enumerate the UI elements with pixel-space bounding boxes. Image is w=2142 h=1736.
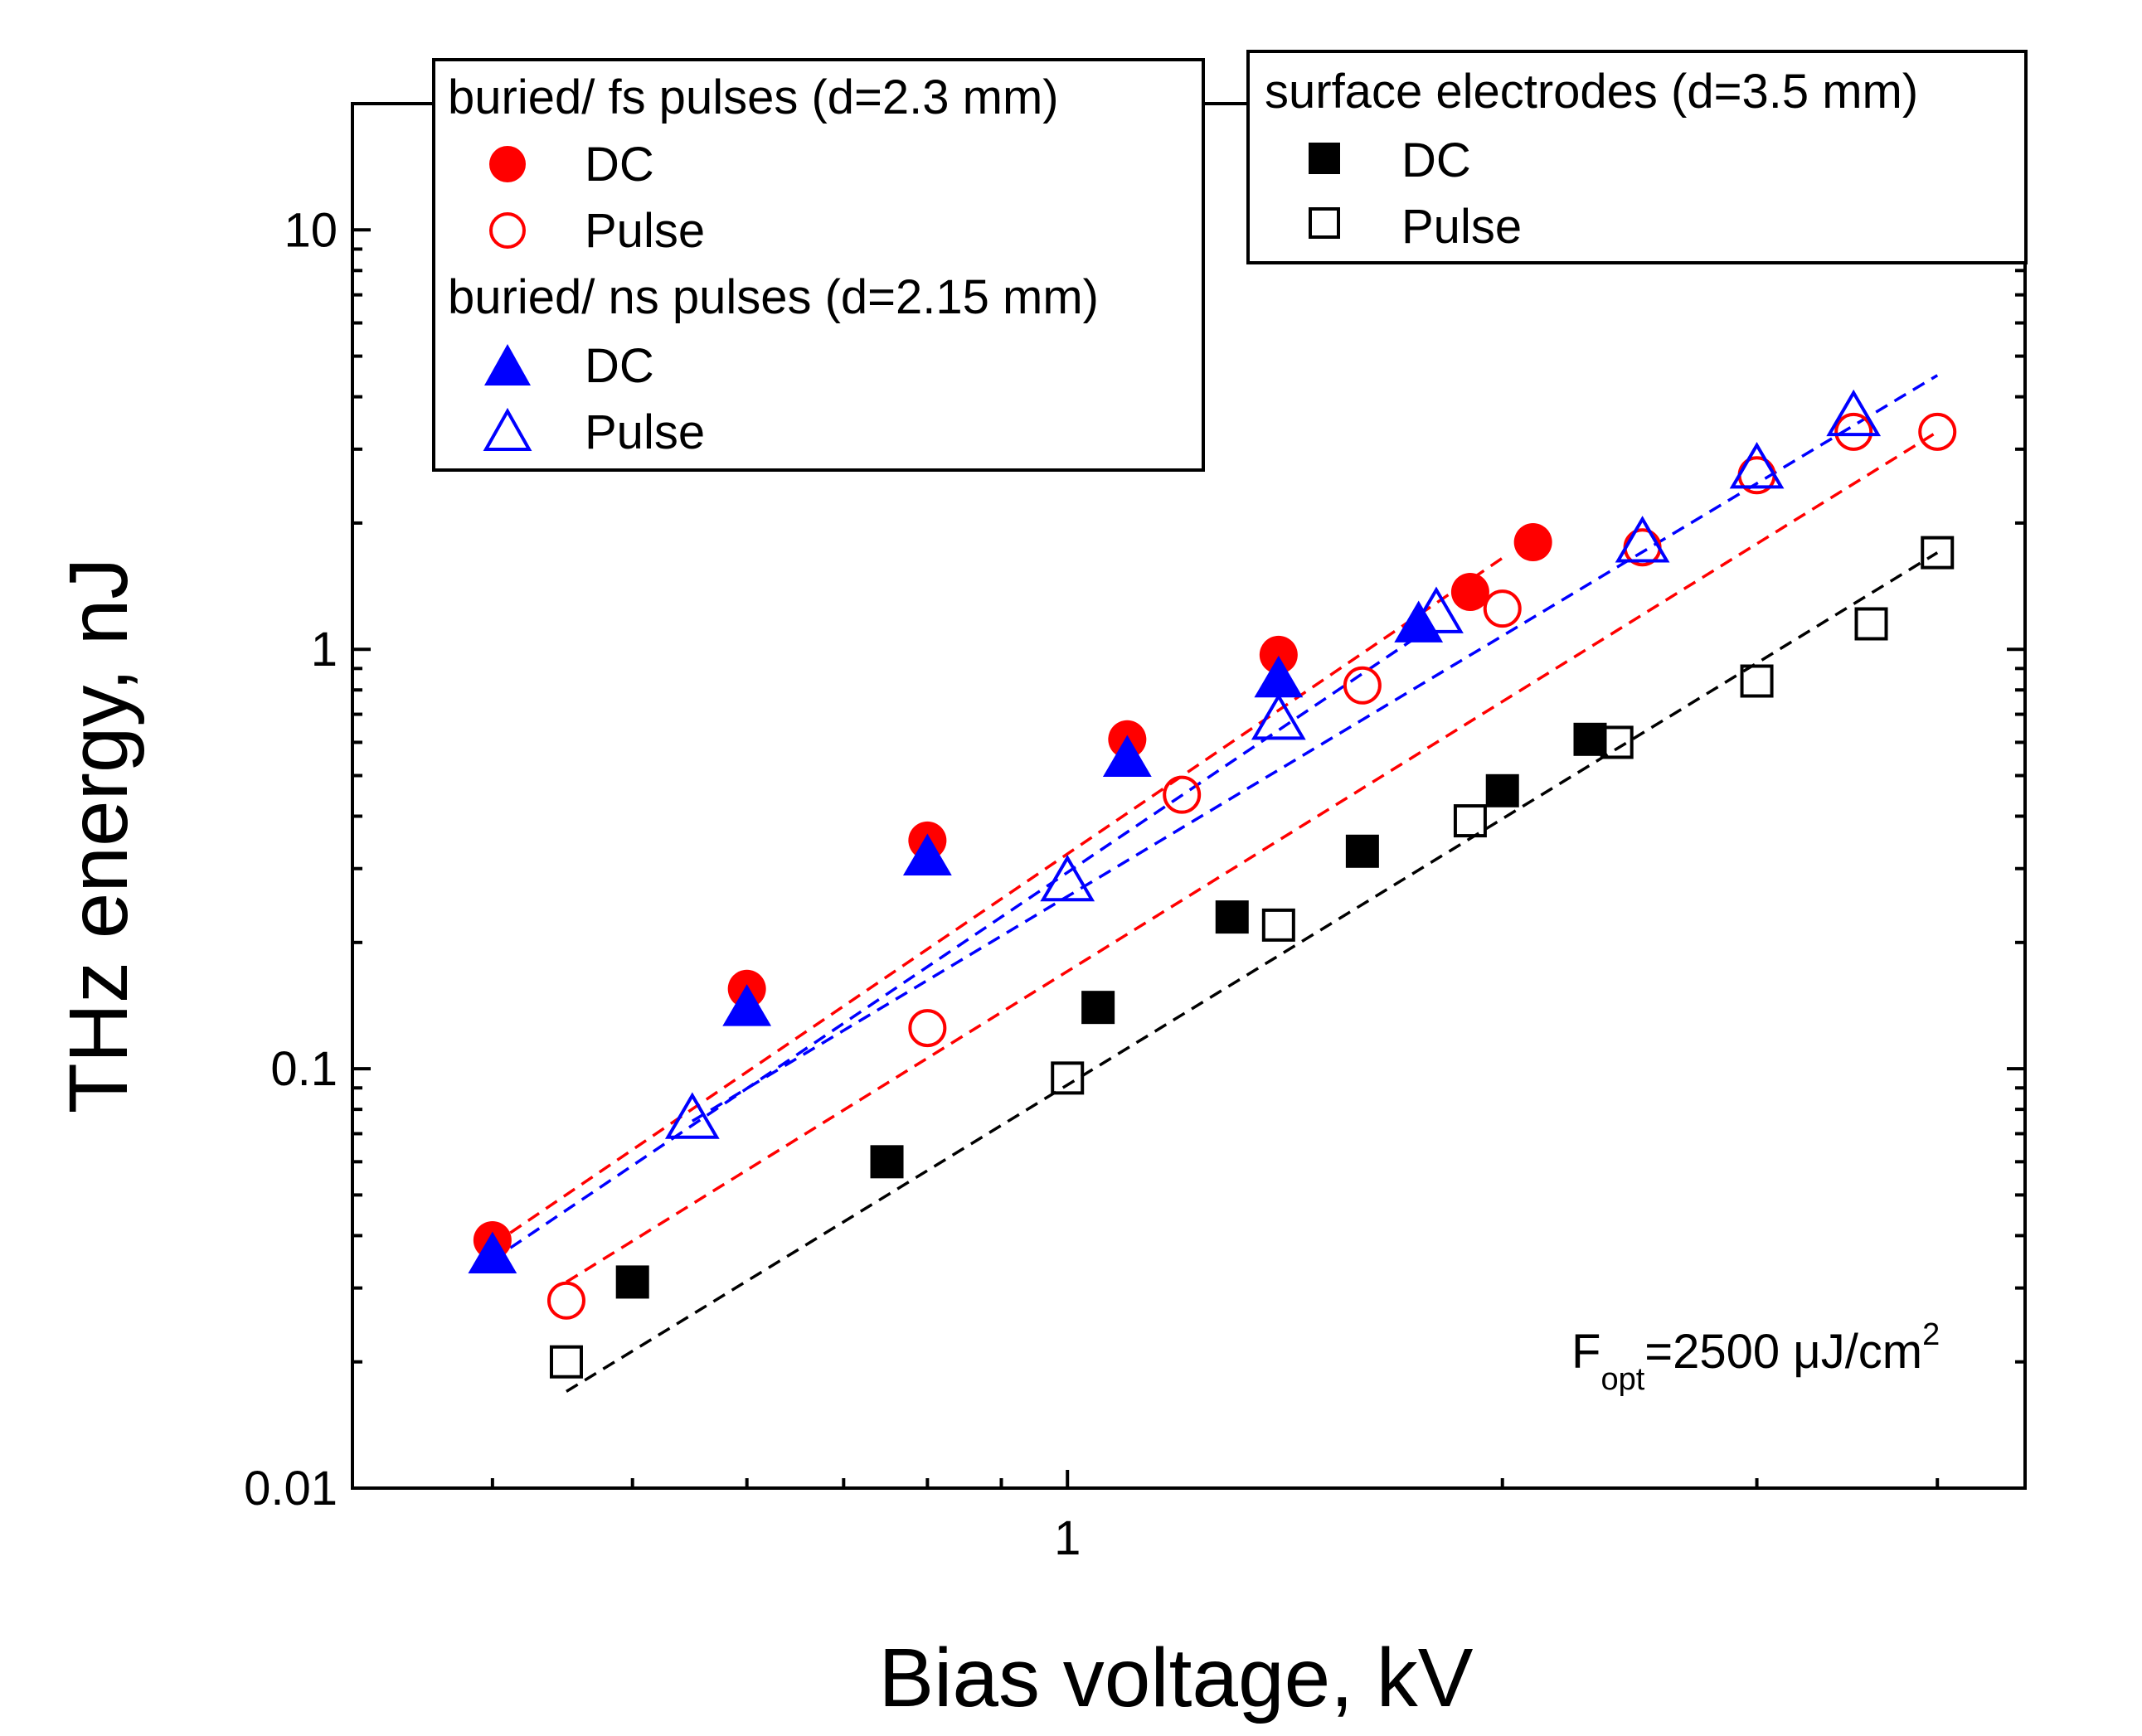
data-point [1729, 441, 1785, 489]
data-point [1215, 900, 1249, 934]
series-2 [468, 600, 1444, 1273]
data-point [1826, 389, 1882, 437]
fit-line-series-2 [491, 623, 1437, 1262]
legend-surface-box [1246, 50, 2028, 264]
series-5 [549, 536, 1955, 1379]
data-point [1921, 536, 1955, 570]
series-4 [615, 722, 1607, 1299]
data-point [549, 1345, 583, 1379]
data-point [664, 1092, 720, 1139]
data-point [1485, 773, 1519, 807]
x-axis-label: Bias voltage, kV [878, 1632, 1473, 1724]
data-point [1834, 412, 1873, 451]
data-point [1251, 692, 1306, 740]
data-point [870, 1145, 904, 1179]
legend-fs-dc-label: DC [585, 138, 654, 192]
data-point [902, 833, 952, 875]
data-point [1453, 804, 1487, 838]
data-point [1259, 635, 1298, 674]
data-point [1600, 725, 1634, 759]
data-point [1918, 412, 1957, 451]
data-point [1513, 523, 1552, 562]
data-point [1102, 735, 1152, 777]
data-point [908, 1009, 947, 1048]
data-point [468, 1231, 517, 1273]
fluence-sup: 2 [1922, 1317, 1940, 1352]
legend-surface-dc-label: DC [1401, 133, 1471, 187]
y-axis-label: THz energy, nJ [52, 558, 145, 1114]
fit-lines [491, 374, 1939, 1393]
fluence-main: =2500 μJ/cm [1644, 1325, 1922, 1379]
legend-ns-dc-label: DC [585, 339, 654, 393]
data-series [468, 389, 1957, 1379]
fit-line-series-0 [491, 556, 1503, 1247]
data-point [1854, 607, 1888, 641]
series-1 [546, 412, 1957, 1320]
data-point [1483, 589, 1522, 628]
fluence-annotation: Fopt=2500 μJ/cm2 [1571, 1317, 1940, 1397]
legend-fs-title: buried/ fs pulses (d=2.3 mm) [448, 70, 1059, 124]
fluence-base: F [1571, 1325, 1600, 1379]
legend-ns-pulse-marker [483, 407, 532, 451]
fit-line-series-4 [566, 551, 1939, 1393]
legend-surface: surface electrodes (d=3.5 mm) DC Pulse [1246, 50, 2028, 264]
data-point [1254, 655, 1304, 698]
data-point [1343, 666, 1382, 705]
legend-surface-pulse-label: Pulse [1401, 200, 1522, 254]
y-tick-label: 1 [311, 623, 338, 676]
y-tick-label: 10 [284, 203, 338, 257]
data-point [1261, 908, 1295, 942]
data-point [1163, 775, 1202, 814]
legend-surface-dc-marker [1309, 143, 1340, 174]
legend-fs-dc-marker [489, 146, 526, 182]
y-tick-label: 0.01 [244, 1462, 338, 1515]
data-point [615, 1265, 649, 1299]
legend-fs-pulse-label: Pulse [585, 204, 705, 258]
fit-line-series-3 [691, 374, 1939, 1123]
data-point [1040, 854, 1095, 902]
legend-fs-pulse-marker [489, 212, 526, 249]
legend-ns-dc-marker [484, 344, 531, 386]
legend-buried: buried/ fs pulses (d=2.3 mm) DC Pulse bu… [432, 58, 1205, 472]
data-point [1450, 573, 1489, 612]
data-point [1051, 1061, 1085, 1095]
legend-buried-box [432, 58, 1205, 472]
legend-surface-pulse-marker [1309, 207, 1340, 239]
data-point [722, 984, 772, 1026]
x-tick-label: 1 [1054, 1511, 1081, 1565]
data-point [1615, 516, 1670, 563]
y-tick-label: 0.1 [270, 1042, 338, 1096]
fluence-sub: opt [1600, 1362, 1644, 1397]
data-point [1740, 664, 1774, 698]
data-point [1081, 991, 1115, 1025]
fit-line-series-1 [566, 430, 1939, 1283]
series-3 [664, 389, 1882, 1139]
data-point [1345, 834, 1379, 868]
legend-ns-pulse-label: Pulse [585, 405, 705, 459]
data-point [1409, 586, 1464, 633]
legend-ns-title: buried/ ns pulses (d=2.15 mm) [448, 270, 1099, 324]
legend-surface-title: surface electrodes (d=3.5 mm) [1265, 65, 1918, 119]
data-point [546, 1281, 585, 1320]
